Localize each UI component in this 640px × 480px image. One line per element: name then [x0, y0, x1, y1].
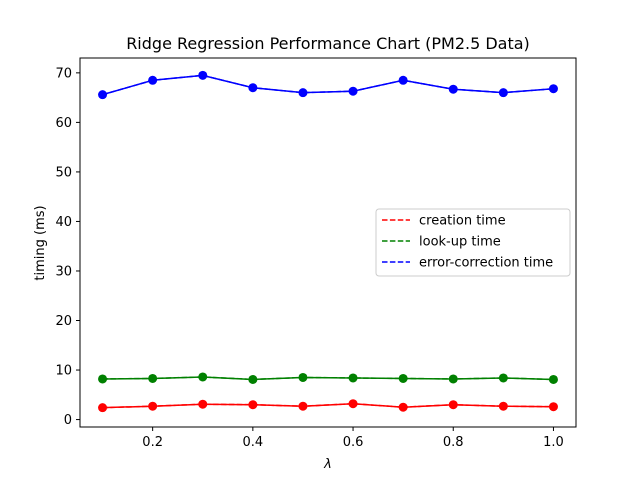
- y-tick-label: 60: [55, 116, 72, 131]
- data-point: [98, 403, 108, 413]
- series-dashed-line-2: [102, 74, 554, 96]
- y-tick-label: 30: [55, 264, 72, 279]
- x-tick-label: 0.6: [343, 435, 364, 450]
- x-tick-label: 1.0: [543, 435, 564, 450]
- x-axis-label: λ: [323, 457, 332, 472]
- data-point: [298, 372, 308, 382]
- legend-box: [375, 208, 571, 277]
- y-tick-label: 10: [55, 364, 72, 379]
- data-point: [548, 374, 558, 384]
- data-point: [348, 399, 358, 409]
- data-point: [498, 373, 508, 383]
- data-point: [298, 88, 308, 98]
- x-tick-label: 0.8: [443, 435, 464, 450]
- data-point: [448, 374, 458, 384]
- y-axis-label: timing (ms): [33, 205, 48, 280]
- data-point: [248, 400, 258, 410]
- data-point: [398, 373, 408, 383]
- series-dashed-line-0: [102, 402, 554, 409]
- y-tick-label: 70: [55, 66, 72, 81]
- data-point: [348, 373, 358, 383]
- data-point: [248, 83, 258, 93]
- y-tick-label: 0: [64, 413, 72, 428]
- legend: creation time look-up time error-correctio…: [375, 208, 571, 277]
- x-axis: 0.2 0.4 0.6 0.8 1.0: [142, 427, 564, 450]
- x-tick-label: 0.4: [243, 435, 264, 450]
- data-point: [548, 84, 558, 94]
- legend-label: creation time: [419, 214, 506, 229]
- y-tick-label: 40: [55, 215, 72, 230]
- data-point: [548, 402, 558, 412]
- y-tick-label: 50: [55, 165, 72, 180]
- data-point: [298, 401, 308, 411]
- data-point: [398, 75, 408, 85]
- chart-title: Ridge Regression Performance Chart (PM2.…: [126, 34, 530, 53]
- data-point: [198, 372, 208, 382]
- data-point: [148, 75, 158, 85]
- data-point: [98, 90, 108, 100]
- x-tick-label: 0.2: [142, 435, 163, 450]
- data-point: [148, 401, 158, 411]
- legend-label: error-correction time: [419, 256, 553, 271]
- axes-frame: [79, 57, 577, 428]
- data-point: [448, 400, 458, 410]
- data-point: [348, 86, 358, 96]
- data-point: [448, 84, 458, 94]
- data-point: [248, 374, 258, 384]
- data-point: [198, 399, 208, 409]
- data-point: [148, 373, 158, 383]
- data-point: [498, 88, 508, 98]
- data-point: [98, 374, 108, 384]
- data-point: [398, 402, 408, 412]
- legend-label: look-up time: [419, 235, 501, 250]
- plot-area: [79, 57, 577, 428]
- data-point: [198, 70, 208, 80]
- y-tick-label: 20: [55, 314, 72, 329]
- data-point: [498, 401, 508, 411]
- series-dashed-line-1: [102, 376, 554, 381]
- y-axis: 0 10 20 30 40 50 60 70: [55, 66, 80, 428]
